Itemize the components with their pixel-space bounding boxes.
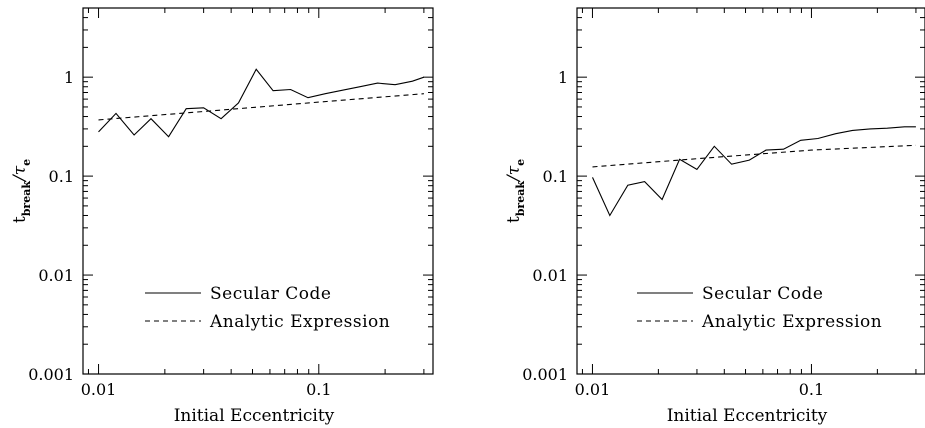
y-tick-label: 0.001 xyxy=(522,365,568,384)
y-tick-label: 0.01 xyxy=(38,266,74,285)
chart-panel-2: 0.01 0.1 0.001 0.01 0.1 1 Initial Eccentricity… xyxy=(504,7,925,426)
legend: Secular Code Analytic Expression xyxy=(145,284,390,332)
series-line-analytic-expression xyxy=(98,93,424,121)
series-line-analytic-expression xyxy=(592,144,916,168)
y-tick-label: 0.1 xyxy=(543,167,568,186)
y-tick-label: 1 xyxy=(64,68,74,87)
y-tick-label: 0.001 xyxy=(28,365,74,384)
y-axis-label: tbreak/τe xyxy=(10,159,33,223)
y-tick-label: 0.1 xyxy=(49,167,74,186)
legend-label: Secular Code xyxy=(210,284,331,304)
x-tick-label: 0.1 xyxy=(306,380,331,399)
x-tick-label: 0.1 xyxy=(799,380,824,399)
x-tick-label: 0.01 xyxy=(81,380,117,399)
y-tick-label: 1 xyxy=(558,68,568,87)
x-axis-label: Initial Eccentricity xyxy=(174,406,335,426)
y-axis-label: tbreak/τe xyxy=(504,159,527,223)
chart-panel-1: 0.01 0.1 0.001 0.01 0.1 1 Initial Eccentricity… xyxy=(10,7,434,426)
legend-label: Analytic Expression xyxy=(701,312,882,332)
legend: Secular Code Analytic Expression xyxy=(637,284,882,332)
legend-label: Secular Code xyxy=(702,284,823,304)
x-tick-label: 0.01 xyxy=(575,380,611,399)
legend-label: Analytic Expression xyxy=(209,312,390,332)
series-line-secular-code xyxy=(591,126,916,217)
x-axis-label: Initial Eccentricity xyxy=(667,406,828,426)
series-line-secular-code xyxy=(98,68,425,138)
y-tick-label: 0.01 xyxy=(532,266,568,285)
